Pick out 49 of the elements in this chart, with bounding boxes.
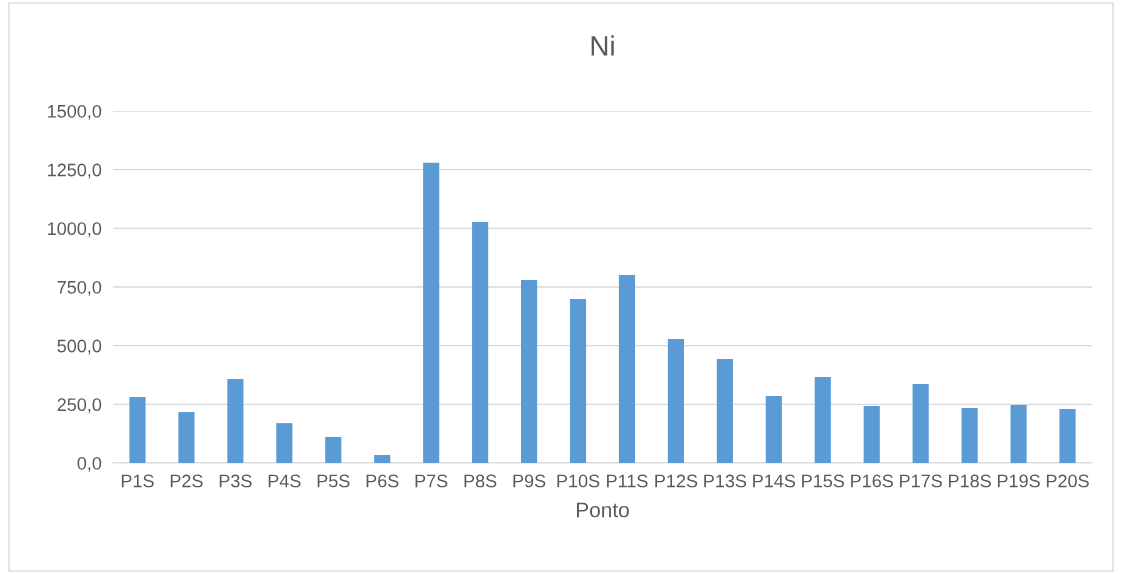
bar — [178, 412, 195, 463]
chart-title: Ni — [591, 35, 614, 56]
y-tick-label: 750,0 — [57, 280, 102, 296]
x-tick-label: P10S — [557, 474, 600, 488]
x-tick-label: P6S — [366, 474, 399, 488]
bar — [423, 162, 440, 463]
x-tick-label: P7S — [415, 474, 448, 488]
y-tick-label: 1250,0 — [48, 163, 102, 179]
x-tick-label: P15S — [802, 474, 845, 488]
x-tick-label: P16S — [851, 474, 893, 488]
x-tick-label: P19S — [997, 474, 1040, 488]
bar — [814, 377, 831, 463]
y-tick-label: 0,0 — [77, 456, 102, 472]
y-tick-label: 250,0 — [57, 398, 102, 414]
x-axis-title: Ponto — [576, 502, 629, 518]
bar — [1010, 405, 1027, 463]
bar — [325, 436, 342, 463]
x-tick-label: P20S — [1046, 474, 1089, 488]
x-tick-label: P8S — [464, 474, 497, 488]
x-tick-label: P3S — [219, 474, 252, 488]
bar — [961, 408, 978, 463]
bar — [521, 279, 538, 463]
y-tick-label: 1000,0 — [48, 222, 102, 238]
x-tick-label: P17S — [900, 474, 942, 488]
bar — [227, 378, 244, 463]
bar — [716, 359, 733, 463]
x-tick-label: P1S — [121, 474, 154, 488]
x-tick-label: P11S — [607, 474, 648, 488]
bar — [618, 275, 636, 463]
y-tick-label: 1500,0 — [48, 104, 102, 120]
x-tick-label: P5S — [317, 474, 350, 488]
bar — [863, 405, 880, 463]
y-tick-label: 500,0 — [57, 339, 102, 355]
bar — [129, 397, 146, 463]
bar — [912, 383, 929, 463]
x-tick-label: P14S — [753, 474, 796, 488]
bar — [374, 455, 391, 463]
bar — [276, 423, 293, 463]
bar — [569, 298, 587, 463]
bar — [472, 222, 489, 463]
x-tick-label: P2S — [170, 474, 203, 488]
bar — [765, 396, 782, 463]
bar — [1059, 409, 1076, 463]
x-tick-label: P18S — [949, 474, 991, 488]
x-tick-label: P12S — [655, 474, 698, 488]
x-tick-label: P9S — [513, 474, 546, 488]
bar — [667, 339, 684, 463]
x-tick-label: P13S — [704, 474, 747, 488]
x-tick-label: P4S — [268, 474, 301, 488]
